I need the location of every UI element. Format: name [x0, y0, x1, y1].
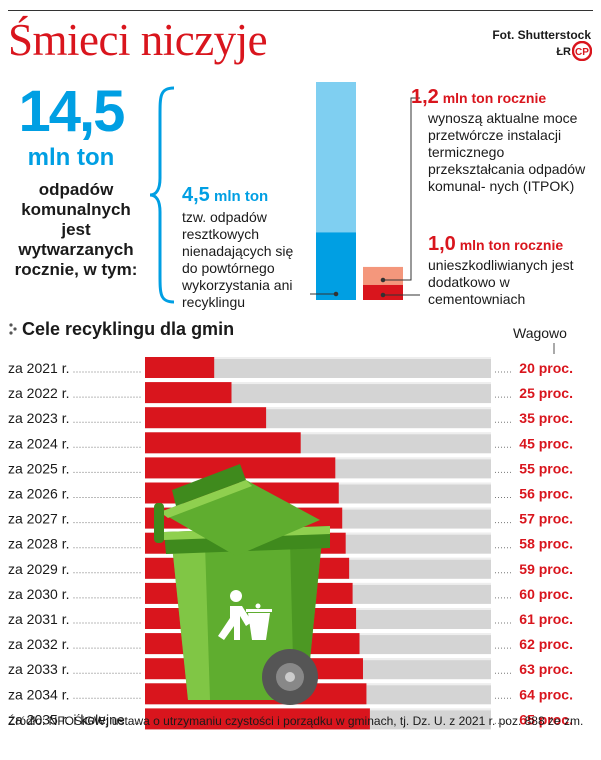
- category-label: za 2032 r.: [8, 636, 70, 652]
- category-label: za 2025 r.: [8, 460, 70, 476]
- bar-total: [316, 82, 356, 233]
- category-label: za 2027 r.: [8, 511, 70, 527]
- target-bar: [145, 407, 267, 429]
- cp-logo-icon: CP: [572, 41, 592, 61]
- section-dots-icon: [9, 323, 17, 335]
- value-label: 55 proc.: [519, 460, 573, 476]
- itpok-description: wynoszą aktualne moce przetwórcze instal…: [428, 110, 586, 194]
- value-label: 58 proc.: [519, 536, 573, 552]
- recycle-bin-icon: [154, 464, 330, 705]
- itpok-leader-dot: [380, 277, 386, 283]
- target-bar: [145, 382, 232, 404]
- value-label: 25 proc.: [519, 385, 573, 401]
- value-label: 65 proc.: [519, 711, 573, 727]
- value-label: 60 proc.: [519, 586, 573, 602]
- track-highlight: [145, 357, 491, 359]
- itpok-unit: mln ton rocznie: [442, 90, 547, 106]
- bar-cement: [363, 284, 403, 300]
- category-label: za 2033 r.: [8, 661, 70, 677]
- cement-description: unieszkodliwianych jest dodatkowo w ceme…: [428, 257, 574, 307]
- target-bar: [145, 708, 370, 730]
- author-signature: ŁR: [556, 46, 571, 58]
- tonnage-bar-chart: [310, 82, 420, 300]
- category-label: za 2024 r.: [8, 435, 70, 451]
- category-label: za 2026 r.: [8, 486, 70, 502]
- itpok-leader: [383, 97, 420, 281]
- total-unit: mln ton: [27, 144, 115, 171]
- section-title: Cele recyklingu dla gmin: [22, 319, 235, 339]
- itpok-number: 1,2: [411, 86, 439, 108]
- leader-lines: [310, 97, 420, 298]
- total-description: odpadów komunalnych jest wytwarzanych ro…: [14, 180, 138, 279]
- weight-header: Wagowo: [513, 325, 567, 341]
- source-note: Źródło: NFOŚiGW; ustawa o utrzymaniu czy…: [8, 714, 584, 728]
- value-label: 56 proc.: [519, 486, 573, 502]
- residual-unit: mln ton: [213, 188, 269, 205]
- target-track: [145, 357, 491, 378]
- value-label: 20 proc.: [519, 360, 573, 376]
- category-label: za 2029 r.: [8, 561, 70, 577]
- track-highlight: [145, 407, 491, 410]
- category-label: za 2035 r. i kolejne: [8, 711, 125, 727]
- category-label: za 2034 r.: [8, 686, 70, 702]
- category-label: za 2021 r.: [8, 360, 70, 376]
- category-label: za 2028 r.: [8, 536, 70, 552]
- tidy-man-icon: [218, 590, 272, 640]
- value-label: 64 proc.: [519, 686, 573, 702]
- value-label: 62 proc.: [519, 636, 573, 652]
- bar-residual: [316, 232, 356, 300]
- brace-icon: [149, 86, 175, 304]
- category-label: za 2031 r.: [8, 611, 70, 627]
- total-value: 14,5: [18, 79, 126, 144]
- value-label: 57 proc.: [519, 511, 573, 527]
- value-label: 61 proc.: [519, 611, 573, 627]
- category-label: za 2023 r.: [8, 410, 70, 426]
- track-highlight: [145, 432, 491, 435]
- target-bar: [145, 432, 301, 454]
- residual-value: 4,5 mln ton: [182, 184, 268, 207]
- svg-text:CP: CP: [575, 47, 589, 58]
- page-title: Śmieci niczyje: [8, 15, 268, 65]
- value-label: 59 proc.: [519, 561, 573, 577]
- photo-credit: Fot. Shutterstock: [492, 28, 591, 42]
- residual-number: 4,5: [182, 184, 210, 206]
- itpok-value: 1,2 mln ton rocznie: [411, 86, 546, 109]
- cement-unit: mln ton rocznie: [459, 237, 564, 253]
- category-label: za 2030 r.: [8, 586, 70, 602]
- category-label: za 2022 r.: [8, 385, 70, 401]
- value-label: 63 proc.: [519, 661, 573, 677]
- target-bar: [145, 357, 215, 378]
- residual-description: tzw. odpadów resztkowych nienadających s…: [182, 209, 294, 310]
- residual-leader-dot: [333, 291, 339, 297]
- value-label: 35 proc.: [519, 410, 573, 426]
- value-label: 45 proc.: [519, 435, 573, 451]
- cement-number: 1,0: [428, 233, 456, 255]
- cement-value: 1,0 mln ton rocznie: [428, 233, 563, 256]
- track-highlight: [145, 382, 491, 385]
- top-rule: [8, 10, 593, 11]
- cement-leader-dot: [380, 292, 386, 298]
